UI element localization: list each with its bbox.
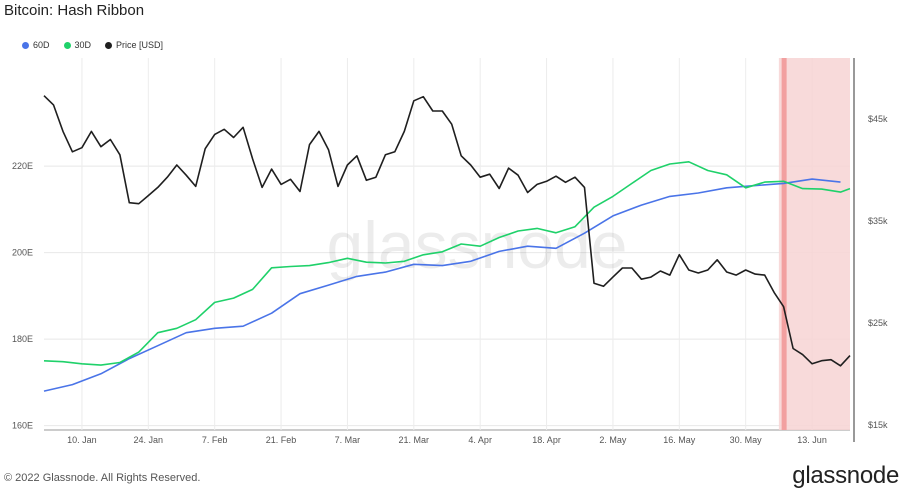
- x-tick-label: 7. Feb: [202, 435, 228, 445]
- legend-label-price: Price [USD]: [116, 40, 164, 50]
- x-tick-label: 24. Jan: [134, 435, 164, 445]
- y-left-tick-label: 220E: [12, 161, 33, 171]
- y-right-tick-label: $25k: [868, 318, 888, 328]
- y-left-tick-label: 200E: [12, 248, 33, 258]
- legend-marker-60d: [22, 41, 29, 49]
- x-tick-label: 7. Mar: [335, 435, 361, 445]
- watermark: glassnode: [327, 208, 628, 282]
- x-tick-label: 21. Mar: [399, 435, 430, 445]
- legend-marker-price: [105, 41, 113, 49]
- copyright-text: © 2022 Glassnode. All Rights Reserved.: [4, 472, 201, 484]
- legend-label-30d: 30D: [74, 40, 92, 50]
- y-left-tick-label: 160E: [12, 421, 33, 431]
- legend-label-60d: 60D: [33, 40, 50, 50]
- x-tick-label: 21. Feb: [266, 435, 297, 445]
- x-tick-label: 30. May: [730, 435, 763, 445]
- x-tick-label: 2. May: [599, 435, 627, 445]
- chart-title: Bitcoin: Hash Ribbon: [4, 2, 145, 19]
- x-tick-label: 10. Jan: [67, 435, 97, 445]
- y-left-tick-label: 180E: [12, 334, 33, 344]
- legend-item-30d[interactable]: 30D: [63, 40, 92, 50]
- chart-legend: 60D 30D Price [USD]: [22, 40, 163, 50]
- y-right-tick-label: $15k: [868, 420, 888, 430]
- series-30d-line: [43, 161, 851, 366]
- x-tick-label: 13. Jun: [797, 435, 827, 445]
- glassnode-logo: glassnode: [792, 462, 899, 489]
- capitulation-region: [778, 58, 850, 430]
- x-tick-label: 4. Apr: [468, 435, 492, 445]
- y-right-tick-label: $45k: [868, 114, 888, 124]
- series-60d-line: [43, 178, 841, 392]
- y-right-tick-label: $35k: [868, 216, 888, 226]
- legend-item-price[interactable]: Price [USD]: [105, 40, 163, 50]
- series-price-line: [43, 95, 851, 367]
- capitulation-marker: [781, 58, 787, 430]
- legend-marker-30d: [63, 41, 71, 49]
- legend-item-60d[interactable]: 60D: [22, 40, 50, 50]
- x-tick-label: 18. Apr: [532, 435, 561, 445]
- x-tick-label: 16. May: [663, 435, 696, 445]
- hash-ribbon-chart[interactable]: 160E 180E 200E 220E 10. Jan 24. Jan 7. Feb 21. …: [0, 0, 921, 460]
